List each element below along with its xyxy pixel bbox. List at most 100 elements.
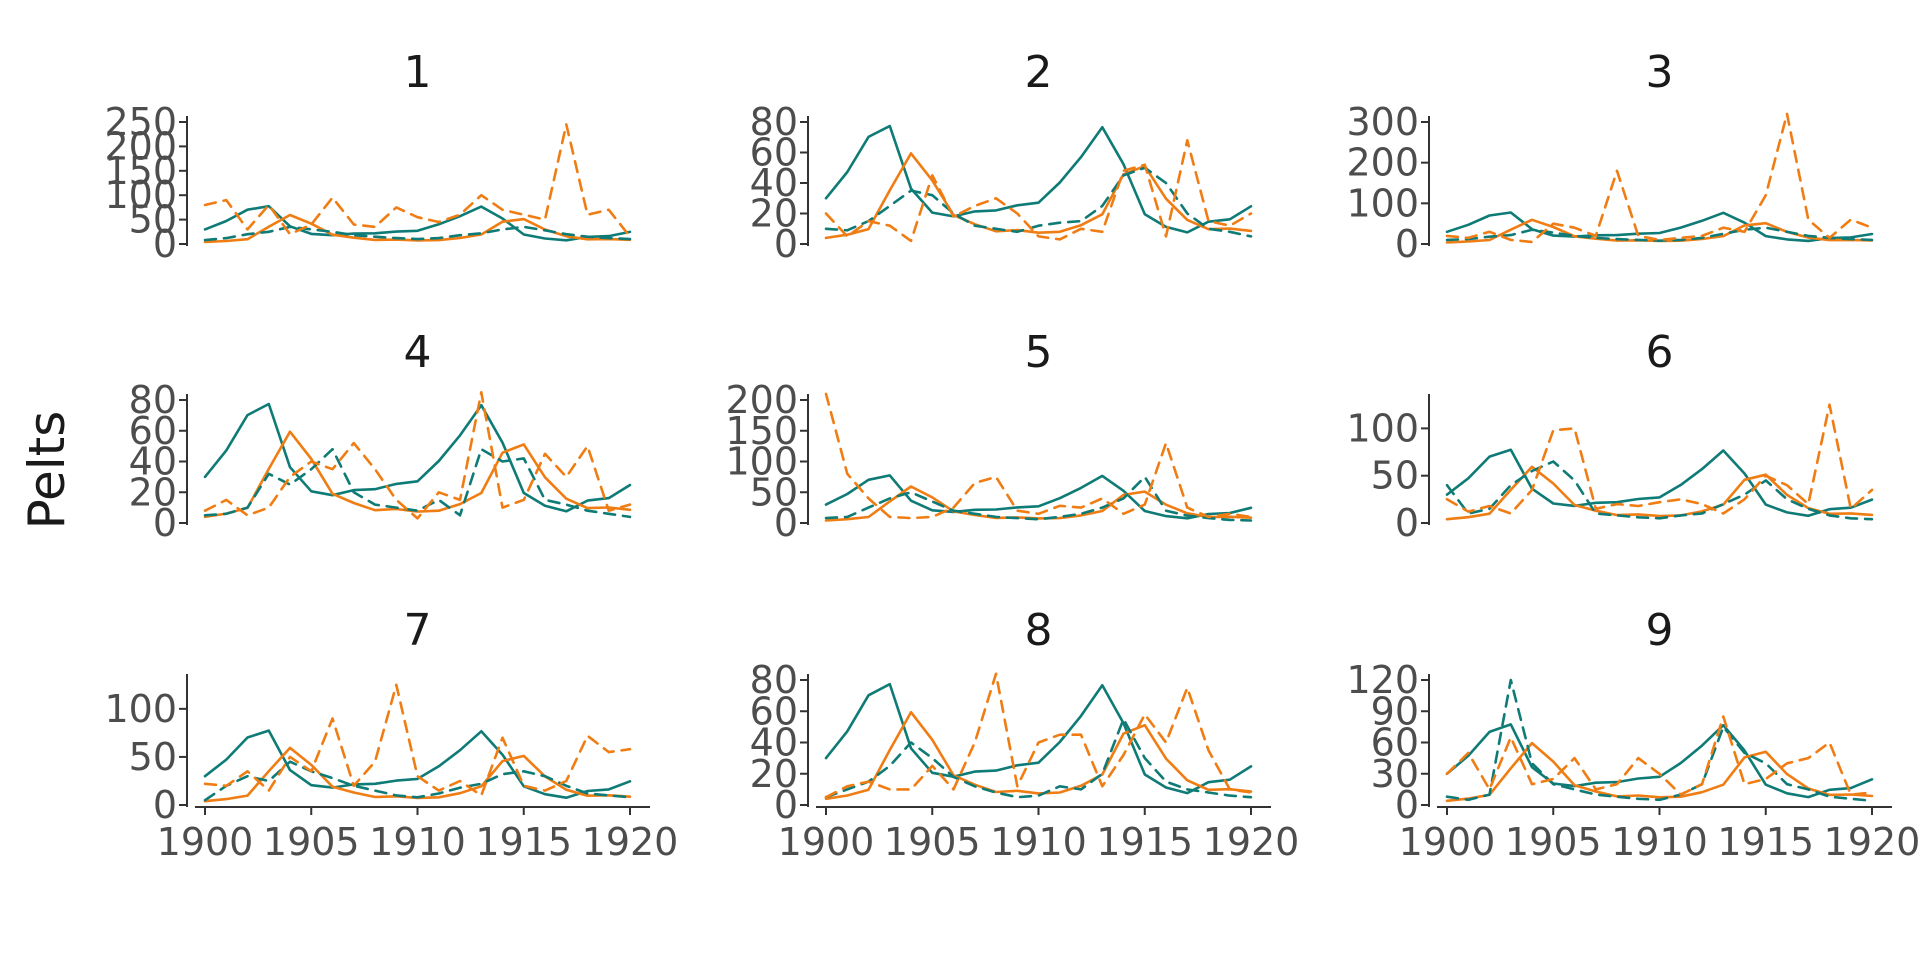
series-line-1: [824, 682, 1253, 795]
series-line-2: [1445, 465, 1874, 521]
y-tick-label: 0: [153, 783, 177, 827]
y-tick-label: 100: [1346, 406, 1419, 450]
y-tick-label: 60: [750, 689, 798, 733]
series-line-3: [203, 447, 632, 519]
y-tick-label: 40: [750, 721, 798, 765]
y-tick-label: 120: [1346, 658, 1419, 702]
panel-title: 6: [1646, 327, 1674, 378]
series-line-4: [203, 390, 632, 520]
series-line-1: [203, 729, 632, 800]
y-tick-label: 50: [129, 198, 177, 242]
series-line-4: [824, 139, 1253, 243]
y-tick-label: 40: [129, 440, 177, 484]
x-tick-label: 1900: [1399, 820, 1496, 864]
y-tick-label: 0: [1395, 501, 1419, 545]
panel-title: 9: [1646, 605, 1674, 656]
series-line-3: [203, 760, 632, 802]
y-tick-label: 0: [1395, 222, 1419, 266]
y-tick-label: 30: [1371, 752, 1419, 796]
y-tick-label: 0: [153, 222, 177, 266]
y-tick-label: 200: [1346, 141, 1419, 185]
y-tick-label: 100: [104, 687, 177, 731]
y-tick-label: 50: [750, 470, 798, 514]
panels-group: 1050100150200250202040608030100200300402…: [104, 47, 1920, 864]
y-tick-label: 100: [725, 440, 798, 484]
y-tick-label: 150: [104, 149, 177, 193]
series-line-2: [824, 152, 1253, 240]
series-line-4: [203, 123, 632, 238]
y-tick-label: 300: [1346, 100, 1419, 144]
x-tick-label: 1920: [582, 820, 679, 864]
y-tick-label: 20: [750, 192, 798, 236]
x-tick-label: 1910: [1611, 820, 1708, 864]
series-line-2: [203, 746, 632, 803]
x-tick-label: 1920: [1203, 820, 1300, 864]
series-line-4: [1445, 112, 1874, 244]
y-tick-label: 60: [1371, 721, 1419, 765]
y-axis-label: Pelts: [18, 411, 76, 530]
x-tick-label: 1920: [1824, 820, 1920, 864]
series-line-3: [203, 225, 632, 242]
x-tick-label: 1905: [1505, 820, 1602, 864]
y-tick-label: 150: [725, 409, 798, 453]
series-line-4: [824, 392, 1253, 520]
series-line-3: [824, 475, 1253, 522]
y-tick-label: 0: [774, 501, 798, 545]
x-tick-label: 1905: [884, 820, 981, 864]
panel-title: 4: [404, 327, 432, 378]
series-line-1: [1445, 211, 1874, 243]
series-line-1: [1445, 448, 1874, 518]
y-tick-label: 60: [129, 409, 177, 453]
series-line-4: [1445, 403, 1874, 515]
y-tick-label: 90: [1371, 689, 1419, 733]
y-tick-label: 200: [725, 378, 798, 422]
x-tick-label: 1915: [1096, 820, 1193, 864]
series-line-4: [1445, 715, 1874, 796]
x-tick-label: 1910: [990, 820, 1087, 864]
x-tick-label: 1915: [1717, 820, 1814, 864]
y-tick-label: 0: [774, 783, 798, 827]
series-line-1: [1445, 723, 1874, 799]
panel-title: 5: [1025, 327, 1053, 378]
x-tick-label: 1915: [475, 820, 572, 864]
series-line-3: [824, 717, 1253, 799]
series-line-3: [824, 166, 1253, 238]
series-line-1: [824, 474, 1253, 520]
y-tick-label: 80: [750, 100, 798, 144]
series-line-2: [203, 430, 632, 519]
y-tick-label: 80: [129, 378, 177, 422]
panel-title: 8: [1025, 605, 1053, 656]
y-tick-label: 50: [1371, 454, 1419, 498]
x-tick-label: 1905: [263, 820, 360, 864]
y-tick-label: 0: [774, 222, 798, 266]
x-tick-label: 1910: [369, 820, 466, 864]
series-line-1: [824, 124, 1253, 234]
y-tick-label: 20: [750, 752, 798, 796]
series-line-2: [824, 710, 1253, 801]
y-tick-label: 40: [750, 161, 798, 205]
x-tick-label: 1900: [778, 820, 875, 864]
panel-title: 7: [404, 605, 432, 656]
y-tick-label: 0: [153, 501, 177, 545]
y-tick-label: 80: [750, 658, 798, 702]
y-tick-label: 100: [104, 173, 177, 217]
y-tick-label: 250: [104, 100, 177, 144]
y-tick-label: 200: [104, 124, 177, 168]
panel-title: 3: [1646, 47, 1674, 98]
panel-title: 2: [1025, 47, 1053, 98]
x-tick-label: 1900: [157, 820, 254, 864]
series-line-3: [1445, 460, 1874, 521]
panel-title: 1: [404, 47, 432, 98]
series-line-1: [203, 402, 632, 513]
y-tick-label: 50: [129, 735, 177, 779]
